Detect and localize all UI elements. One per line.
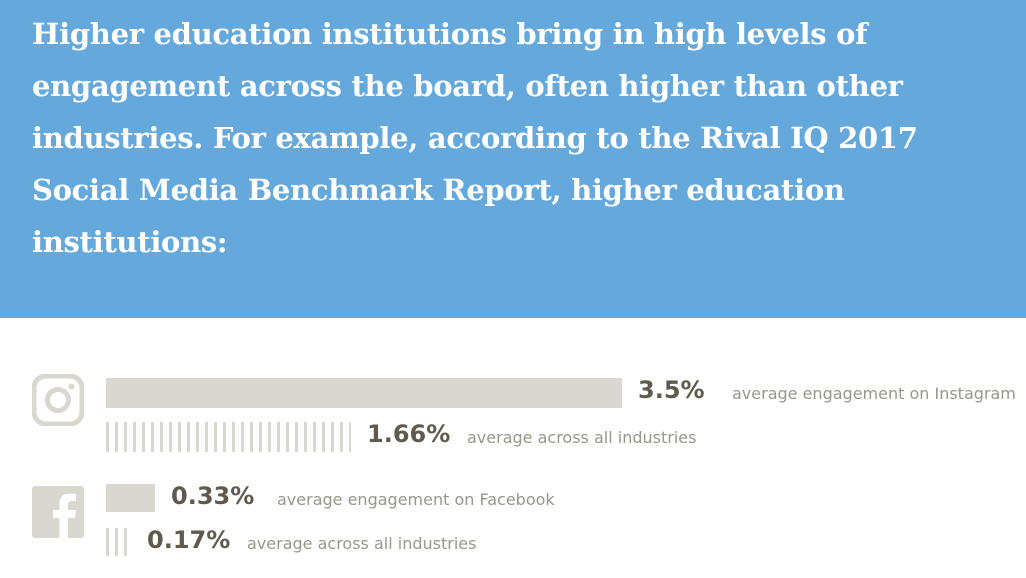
caption-facebook-average: average engagement on Facebook [277,490,555,509]
value-label-industry-average-facebook: 0.17% [147,526,231,554]
header-banner: Higher education institutions bring in h… [0,0,1026,318]
value-label-instagram-average: 3.5% [638,376,705,404]
value-label-facebook-average: 0.33% [171,482,255,510]
engagement-chart: 3.5% average engagement on Instagram 1.6… [0,318,1026,578]
bar-facebook-average [106,484,155,512]
caption-industry-average-instagram: average across all industries [467,428,697,447]
bar-industry-average-facebook [106,528,131,556]
instagram-icon [32,374,84,426]
headline-text: Higher education institutions bring in h… [32,17,918,259]
bar-industry-average-instagram [106,422,351,452]
caption-instagram-average: average engagement on Instagram [732,384,1016,403]
facebook-icon [32,486,84,538]
caption-industry-average-facebook: average across all industries [247,534,477,553]
bar-instagram-average [106,378,622,408]
value-label-industry-average-instagram: 1.66% [367,420,451,448]
